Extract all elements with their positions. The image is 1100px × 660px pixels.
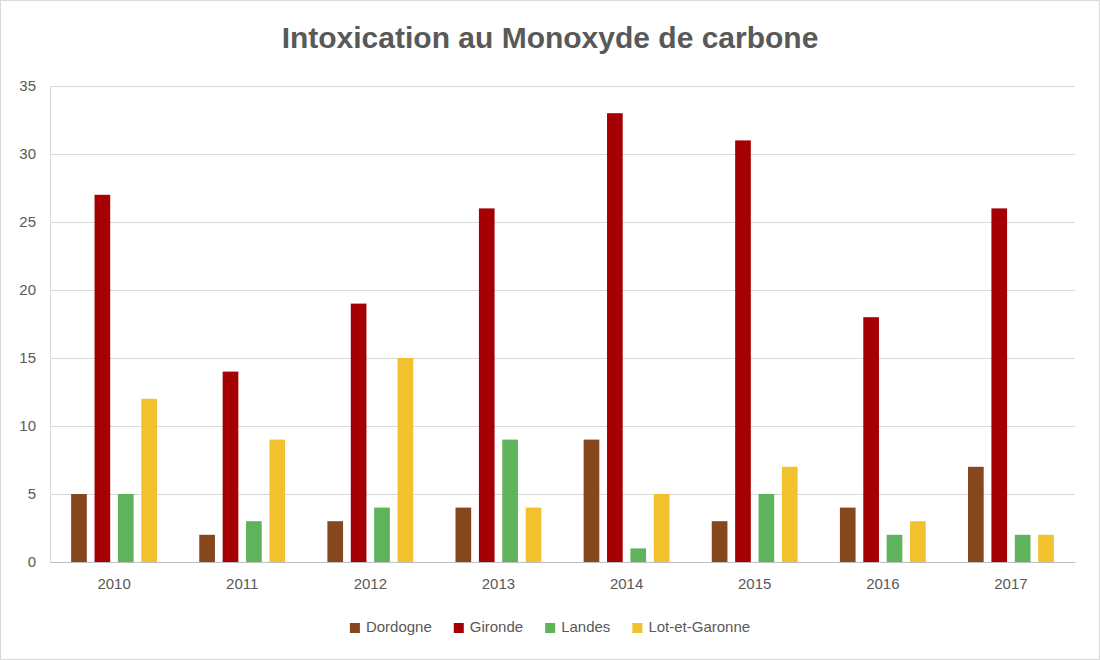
- bar: [840, 508, 856, 562]
- bar: [327, 521, 343, 562]
- bar: [991, 208, 1007, 562]
- legend-label: Gironde: [470, 618, 523, 635]
- bar: [374, 508, 390, 562]
- y-tick: 30: [19, 145, 1075, 162]
- x-tick: 2014: [610, 562, 643, 592]
- x-tick: 2010: [97, 562, 130, 592]
- legend-swatch: [632, 623, 642, 633]
- grid-line: [50, 222, 1075, 223]
- series: [95, 113, 1008, 562]
- legend-swatch: [454, 623, 464, 633]
- x-tick: 2017: [994, 562, 1027, 592]
- legend-label: Landes: [561, 618, 610, 635]
- y-tick: 25: [19, 213, 1075, 230]
- bar: [456, 508, 472, 562]
- grid-line: [50, 426, 1075, 427]
- bar: [630, 548, 646, 562]
- y-tick: 20: [19, 281, 1075, 298]
- bar: [502, 440, 518, 562]
- bars: [71, 113, 1054, 562]
- bar: [141, 399, 157, 562]
- bar: [910, 521, 926, 562]
- bar: [584, 440, 600, 562]
- y-tick: 5: [28, 485, 1075, 502]
- y-tick: 10: [19, 417, 1075, 434]
- x-tick-label: 2016: [866, 575, 899, 592]
- bar: [968, 467, 984, 562]
- y-tick-label: 10: [19, 417, 36, 434]
- chart: Intoxication au Monoxyde de carbone 0 5 10 1…: [0, 0, 1100, 660]
- bar: [1038, 535, 1054, 562]
- y-tick-label: 30: [19, 145, 36, 162]
- y-tick-label: 20: [19, 281, 36, 298]
- bar: [479, 208, 495, 562]
- legend-swatch: [350, 623, 360, 633]
- series: [141, 358, 1054, 562]
- bar: [863, 317, 879, 562]
- bar: [351, 304, 367, 562]
- plot: 0510152025303520102011201220132014201520…: [19, 77, 1075, 591]
- grid-line: [50, 290, 1075, 291]
- bar: [712, 521, 728, 562]
- y-tick: 15: [19, 349, 1075, 366]
- bar: [607, 113, 623, 562]
- x-tick: 2013: [482, 562, 515, 592]
- legend-label: Dordogne: [366, 618, 432, 635]
- bar: [199, 535, 215, 562]
- legend-item: Lot-et-Garonne: [632, 618, 750, 635]
- x-tick-label: 2014: [610, 575, 643, 592]
- x-tick-label: 2015: [738, 575, 771, 592]
- y-tick-label: 25: [19, 213, 36, 230]
- grid-line: [50, 86, 1075, 87]
- y-tick-label: 5: [28, 485, 36, 502]
- x-axis-line: [51, 562, 1076, 563]
- x-tick-label: 2011: [226, 575, 258, 592]
- x-tick: 2015: [738, 562, 771, 592]
- x-tick: 2012: [354, 562, 387, 592]
- grid-line: [50, 494, 1075, 495]
- title: Intoxication au Monoxyde de carbone: [282, 21, 819, 54]
- grid-line: [50, 358, 1075, 359]
- x-tick: 2011: [226, 562, 258, 592]
- bar: [118, 494, 134, 562]
- chart-border: [1, 1, 1100, 660]
- x-axis: 2010 2011 2012 2013 2014 2015 2016 2017: [51, 562, 1076, 592]
- bar: [246, 521, 262, 562]
- y-tick-label: 15: [19, 349, 36, 366]
- legend-item: Landes: [545, 618, 610, 635]
- legend-item: Dordogne: [350, 618, 432, 635]
- legend-item: Gironde: [454, 618, 523, 635]
- bar: [782, 467, 798, 562]
- legend: Dordogne Gironde Landes Lot-et-Garonne: [350, 618, 750, 635]
- x-tick-label: 2010: [97, 575, 130, 592]
- bar: [223, 372, 239, 562]
- bar: [735, 140, 751, 562]
- grid-line: [50, 154, 1075, 155]
- bar: [1015, 535, 1031, 562]
- legend-swatch: [545, 623, 555, 633]
- y-tick: 35: [19, 77, 1075, 94]
- y-tick-label: 0: [28, 553, 36, 570]
- y-tick-label: 35: [19, 77, 36, 94]
- bar: [887, 535, 903, 562]
- bar: [269, 440, 285, 562]
- bar: [71, 494, 87, 562]
- series: [71, 440, 984, 562]
- bar: [398, 358, 414, 562]
- x-tick-label: 2012: [354, 575, 387, 592]
- bar: [654, 494, 670, 562]
- bar: [759, 494, 775, 562]
- bar: [95, 195, 111, 562]
- legend-label: Lot-et-Garonne: [648, 618, 750, 635]
- bar: [526, 508, 542, 562]
- series: [118, 440, 1031, 562]
- grid-line: [50, 562, 1075, 563]
- y-axis-line: [51, 87, 1076, 563]
- y-axis: 0 5 10 15 20 25 30 35: [19, 77, 1075, 570]
- x-tick-label: 2013: [482, 575, 515, 592]
- x-tick-label: 2017: [994, 575, 1027, 592]
- x-tick: 2016: [866, 562, 899, 592]
